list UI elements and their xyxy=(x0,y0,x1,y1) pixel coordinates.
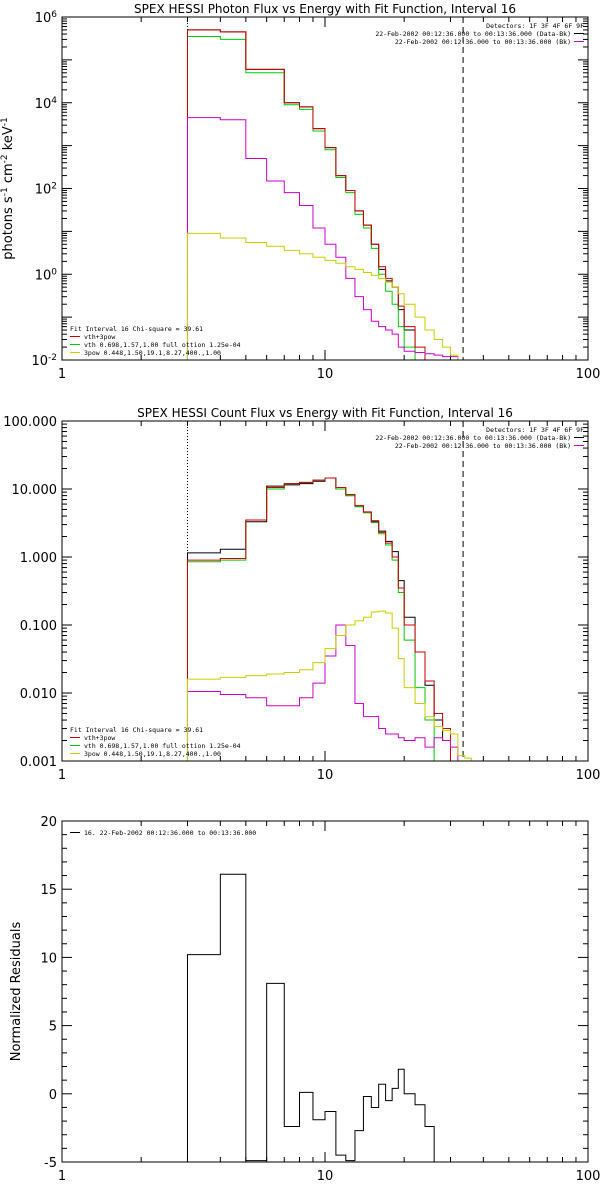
legend-entry: 3pow 0.448,1.50,19.1,8.27,400.,1.00 xyxy=(84,349,221,357)
y-tick-label: 0 xyxy=(49,1088,57,1103)
data-series xyxy=(186,873,443,1162)
legend-entry: 3pow 0.448,1.50,19.1,8.27,400.,1.00 xyxy=(84,750,221,758)
legend-entry: 22-Feb-2002 00:12:36.000 to 00:13:36.000… xyxy=(395,442,571,450)
plot-frame xyxy=(61,820,589,1163)
legend-header: Fit Interval 16 Chi-square = 39.61 xyxy=(70,726,203,734)
data-series xyxy=(186,29,472,360)
y-tick-label: 100.000 xyxy=(3,415,57,430)
y-tick-label: 0.010 xyxy=(20,687,57,702)
chart-1: SPEX HESSI Photon Flux vs Energy with Fi… xyxy=(0,2,600,382)
series-5 xyxy=(186,610,472,761)
series-5 xyxy=(186,232,472,360)
legend-header: Fit Interval 16 Chi-square = 39.61 xyxy=(70,325,203,333)
chart-title: SPEX HESSI Photon Flux vs Energy with Fi… xyxy=(134,2,516,16)
series-1 xyxy=(186,477,451,761)
x-tick-label: 100 xyxy=(576,1169,600,1184)
series-1 xyxy=(186,29,451,360)
y-tick-label: 104 xyxy=(35,96,58,112)
y-tick-label: 10-2 xyxy=(31,353,57,369)
y-tick-label: -5 xyxy=(44,1156,57,1171)
y-tick-label: 102 xyxy=(35,182,57,198)
y-tick-label: 15 xyxy=(40,883,57,898)
y-tick-label: 0.001 xyxy=(20,755,57,770)
series-3 xyxy=(186,29,451,360)
series-4 xyxy=(186,624,459,761)
legend-entry: vth 0.698,1.57,1.00 full ottion 1.25e-04 xyxy=(84,742,241,750)
series-2 xyxy=(186,36,451,360)
legend-entry: vth+3pow xyxy=(84,734,115,742)
y-tick-label: 100 xyxy=(35,267,58,283)
legend-header: Detectors: 1F 3F 4F 6F 9F xyxy=(486,426,584,434)
chart-2: SPEX HESSI Count Flux vs Energy with Fit… xyxy=(3,406,600,783)
x-tick-label: 10 xyxy=(317,1169,334,1184)
y-tick-label: 5 xyxy=(49,1020,57,1035)
y-tick-label: 1.000 xyxy=(20,551,57,566)
x-tick-label: 1 xyxy=(58,1169,66,1184)
x-tick-label: 10 xyxy=(317,768,334,783)
x-tick-label: 1 xyxy=(58,768,66,783)
chart-title: SPEX HESSI Count Flux vs Energy with Fit… xyxy=(137,406,513,420)
legend-bottom: Fit Interval 16 Chi-square = 39.61vth+3p… xyxy=(70,325,241,357)
x-tick-label: 1 xyxy=(58,367,66,382)
plot-frame xyxy=(61,420,589,762)
x-tick-label: 100 xyxy=(576,768,600,783)
legend-entry: 16. 22-Feb-2002 00:12:36.000 to 00:13:36… xyxy=(84,829,256,837)
legend-entry: vth+3pow xyxy=(84,333,115,341)
legend-top: 16. 22-Feb-2002 00:12:36.000 to 00:13:36… xyxy=(70,829,256,837)
chart-3: Normalized Residuals 1 10 100 -5 0 5 10 15 20 16. … xyxy=(9,815,600,1184)
y-tick-label: 106 xyxy=(35,10,58,26)
legend-entry: 22-Feb-2002 00:12:36.000 to 00:13:36.000… xyxy=(375,30,571,38)
series-1 xyxy=(186,873,443,1162)
legend-entry: 22-Feb-2002 00:12:36.000 to 00:13:36.000… xyxy=(395,38,571,46)
data-series xyxy=(186,477,472,761)
legend-bottom: Fit Interval 16 Chi-square = 39.61vth+3p… xyxy=(70,726,241,758)
y-axis-label: Normalized Residuals xyxy=(9,922,24,1062)
y-axis-label: photons s-1 cm-2 keV-1 xyxy=(0,117,16,259)
series-4 xyxy=(186,117,459,360)
y-tick-label: 20 xyxy=(40,815,57,830)
y-tick-label: 0.100 xyxy=(20,619,57,634)
series-3 xyxy=(186,477,451,761)
legend-header: Detectors: 1F 3F 4F 6F 9F xyxy=(486,22,584,30)
legend-entry: 22-Feb-2002 00:12:36.000 to 00:13:36.000… xyxy=(375,434,571,442)
x-tick-label: 100 xyxy=(576,367,600,382)
y-tick-label: 10 xyxy=(40,951,57,966)
plot-frame xyxy=(61,16,589,361)
x-tick-label: 10 xyxy=(317,367,334,382)
legend-entry: vth 0.698,1.57,1.00 full ottion 1.25e-04 xyxy=(84,341,241,349)
y-tick-label: 10.000 xyxy=(12,483,58,498)
